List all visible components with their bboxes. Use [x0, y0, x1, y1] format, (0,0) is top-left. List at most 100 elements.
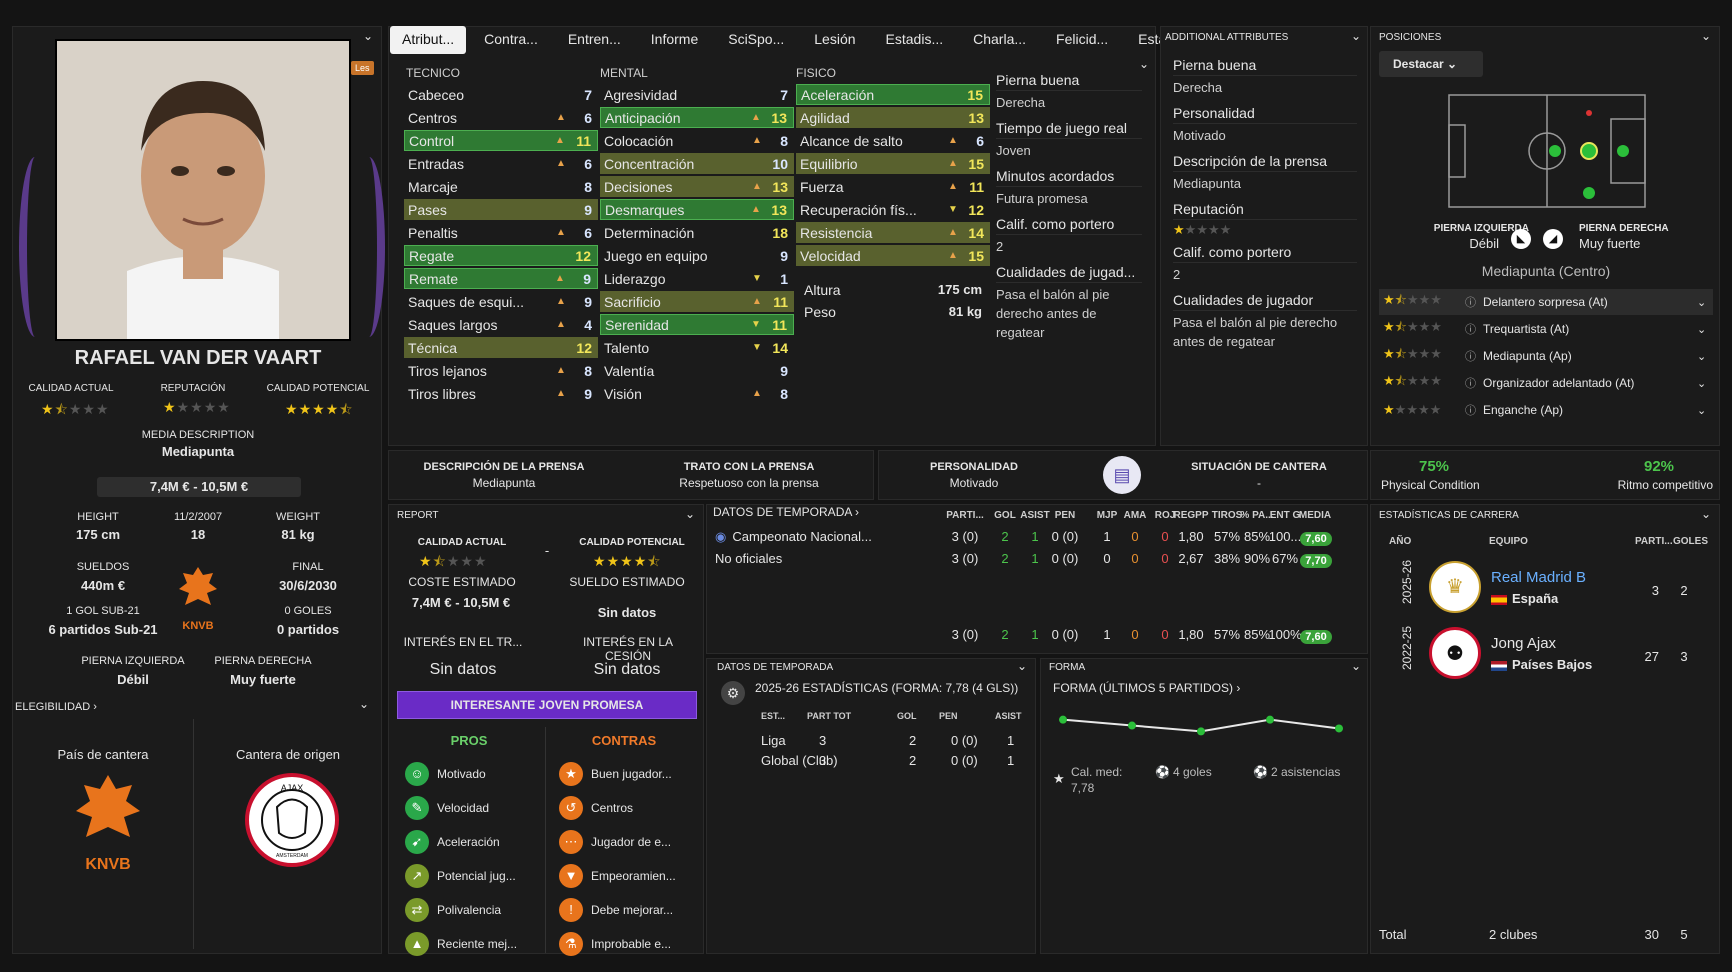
- attribute-physical-4[interactable]: Fuerza ▲ 11: [796, 176, 990, 197]
- attribute-physical-2[interactable]: Alcance de salto ▲ 6: [796, 130, 990, 151]
- pros-item[interactable]: ✎ Velocidad: [405, 791, 539, 825]
- attribute-physical-6[interactable]: Resistencia ▲ 14: [796, 222, 990, 243]
- tab-6[interactable]: Estadis...: [885, 31, 944, 47]
- form-subtitle-link[interactable]: FORMA (ÚLTIMOS 5 PARTIDOS) ›: [1053, 681, 1241, 695]
- attribute-mental-11[interactable]: Talento ▼ 14: [600, 337, 794, 358]
- pros-item[interactable]: ⇄ Polivalencia: [405, 893, 539, 927]
- tab-3[interactable]: Informe: [650, 31, 699, 47]
- attribute-mental-13[interactable]: Visión ▲ 8: [600, 383, 794, 404]
- attribute-mental-6[interactable]: Determinación 18: [600, 222, 794, 243]
- attribute-technical-4[interactable]: Marcaje 8: [404, 176, 598, 197]
- attribute-physical-0[interactable]: Aceleración 15: [796, 84, 990, 105]
- tab-7[interactable]: Charla...: [973, 31, 1027, 47]
- pros-item[interactable]: ▲ Reciente mej...: [405, 927, 539, 961]
- attribute-mental-3[interactable]: Concentración 10: [600, 153, 794, 174]
- tab-5[interactable]: Lesión: [814, 31, 856, 47]
- chevron-down-icon[interactable]: ⌄: [1697, 404, 1707, 417]
- attribute-mental-12[interactable]: Valentía 9: [600, 360, 794, 381]
- attribute-mental-5[interactable]: Desmarques ▲ 13: [600, 199, 794, 220]
- attribute-technical-2[interactable]: Control ▲ 11: [404, 130, 598, 151]
- gear-icon[interactable]: ⚙: [721, 681, 745, 705]
- personality-icon[interactable]: ▤: [1103, 456, 1141, 494]
- attribute-technical-0[interactable]: Cabeceo 7: [404, 84, 598, 105]
- info-icon[interactable]: ⓘ: [1465, 324, 1476, 336]
- attribute-technical-11[interactable]: Técnica 12: [404, 337, 598, 358]
- form-point[interactable]: [1128, 721, 1136, 730]
- career-team[interactable]: Real Madrid B: [1491, 569, 1587, 586]
- pros-label: Potencial jug...: [437, 869, 516, 883]
- attribute-mental-10[interactable]: Serenidad ▼ 11: [600, 314, 794, 335]
- pros-item[interactable]: ➹ Aceleración: [405, 825, 539, 859]
- cons-item[interactable]: ! Debe mejorar...: [559, 893, 697, 927]
- chevron-down-icon[interactable]: ⌄: [1701, 507, 1712, 521]
- attribute-technical-13[interactable]: Tiros libres ▲ 9: [404, 383, 598, 404]
- season-competition[interactable]: ◉ Campeonato Nacional...: [715, 529, 875, 545]
- chevron-down-icon[interactable]: ⌄: [1697, 296, 1707, 309]
- attribute-physical-7[interactable]: Velocidad ▲ 15: [796, 245, 990, 266]
- attribute-technical-5[interactable]: Pases 9: [404, 199, 598, 220]
- pros-item[interactable]: ↗ Potencial jug...: [405, 859, 539, 893]
- cons-item[interactable]: ▼ Empeoramien...: [559, 859, 697, 893]
- cons-item[interactable]: ↺ Centros: [559, 791, 697, 825]
- form-point[interactable]: [1197, 727, 1205, 736]
- attribute-mental-1[interactable]: Anticipación ▲ 13: [600, 107, 794, 128]
- role-row[interactable]: ★★★★★ ⓘ Enganche (Ap) ⌄: [1379, 397, 1713, 423]
- chevron-down-icon[interactable]: ⌄: [685, 507, 696, 521]
- chevron-down-icon[interactable]: ⌄: [1351, 659, 1362, 673]
- chevron-down-icon[interactable]: ⌄: [1351, 29, 1362, 43]
- chevron-down-icon[interactable]: ⌄: [1697, 377, 1707, 390]
- season-competition[interactable]: No oficiales: [715, 551, 875, 566]
- attribute-physical-1[interactable]: Agilidad 13: [796, 107, 990, 128]
- attribute-technical-10[interactable]: Saques largos ▲ 4: [404, 314, 598, 335]
- attribute-physical-3[interactable]: Equilibrio ▲ 15: [796, 153, 990, 174]
- highlight-dropdown[interactable]: Destacar ⌄: [1379, 51, 1483, 77]
- attribute-technical-6[interactable]: Penaltis ▲ 6: [404, 222, 598, 243]
- role-row[interactable]: ★⯪★★★ ⓘ Mediapunta (Ap) ⌄: [1379, 343, 1713, 369]
- info-icon[interactable]: ⓘ: [1465, 351, 1476, 363]
- attribute-physical-5[interactable]: Recuperación fís... ▼ 12: [796, 199, 990, 220]
- tab-2[interactable]: Entren...: [567, 31, 621, 47]
- attribute-mental-9[interactable]: Sacrificio ▲ 11: [600, 291, 794, 312]
- info-icon[interactable]: ⓘ: [1465, 378, 1476, 390]
- tab-8[interactable]: Felicid...: [1056, 31, 1109, 47]
- form-point[interactable]: [1335, 724, 1343, 733]
- cons-item[interactable]: ⋯ Jugador de e...: [559, 825, 697, 859]
- real-madrid-crest[interactable]: ♛: [1429, 561, 1481, 613]
- cons-item[interactable]: ⚗ Improbable e...: [559, 927, 697, 961]
- attribute-technical-1[interactable]: Centros ▲ 6: [404, 107, 598, 128]
- attribute-technical-8[interactable]: Remate ▲ 9: [404, 268, 598, 289]
- chevron-down-icon[interactable]: ⌄: [1017, 659, 1028, 673]
- chevron-down-icon[interactable]: ⌄: [1697, 350, 1707, 363]
- attribute-technical-9[interactable]: Saques de esqui... ▲ 9: [404, 291, 598, 312]
- role-row[interactable]: ★⯪★★★ ⓘ Delantero sorpresa (At) ⌄: [1379, 289, 1713, 315]
- attribute-mental-0[interactable]: Agresividad 7: [600, 84, 794, 105]
- attribute-mental-4[interactable]: Decisiones ▲ 13: [600, 176, 794, 197]
- info-icon[interactable]: ⓘ: [1465, 405, 1476, 417]
- attribute-technical-3[interactable]: Entradas ▲ 6: [404, 153, 598, 174]
- form-point[interactable]: [1266, 715, 1274, 724]
- role-row[interactable]: ★⯪★★★ ⓘ Trequartista (At) ⌄: [1379, 316, 1713, 342]
- tab-1[interactable]: Contra...: [484, 31, 538, 47]
- tab-0[interactable]: Atribut...: [390, 26, 467, 54]
- attribute-technical-7[interactable]: Regate 12: [404, 245, 598, 266]
- ajax-crest[interactable]: ⚉: [1429, 627, 1481, 679]
- pros-item[interactable]: ☺ Motivado: [405, 757, 539, 791]
- cons-item[interactable]: ★ Buen jugador...: [559, 757, 697, 791]
- attribute-mental-8[interactable]: Liderazgo ▼ 1: [600, 268, 794, 289]
- tab-4[interactable]: SciSpo...: [728, 31, 785, 47]
- form-point[interactable]: [1059, 715, 1067, 724]
- chevron-down-icon[interactable]: ⌄: [1701, 29, 1712, 43]
- chevron-down-icon[interactable]: ⌄: [1697, 323, 1707, 336]
- attribute-mental-2[interactable]: Colocación ▲ 8: [600, 130, 794, 151]
- eligibility-link[interactable]: ELEGIBILIDAD ›: [15, 701, 97, 713]
- attribute-mental-7[interactable]: Juego en equipo 9: [600, 245, 794, 266]
- badge-les[interactable]: Les: [351, 61, 374, 75]
- career-team[interactable]: Jong Ajax: [1491, 635, 1557, 652]
- chevron-down-icon[interactable]: ⌄: [359, 697, 370, 711]
- info-icon[interactable]: ⓘ: [1465, 297, 1476, 309]
- chevron-down-icon[interactable]: ⌄: [1139, 57, 1150, 71]
- role-row[interactable]: ★⯪★★★ ⓘ Organizador adelantado (At) ⌄: [1379, 370, 1713, 396]
- season-title-link[interactable]: DATOS DE TEMPORADA ›: [713, 505, 860, 519]
- attribute-technical-12[interactable]: Tiros lejanos ▲ 8: [404, 360, 598, 381]
- chevron-down-icon[interactable]: ⌄: [363, 29, 374, 43]
